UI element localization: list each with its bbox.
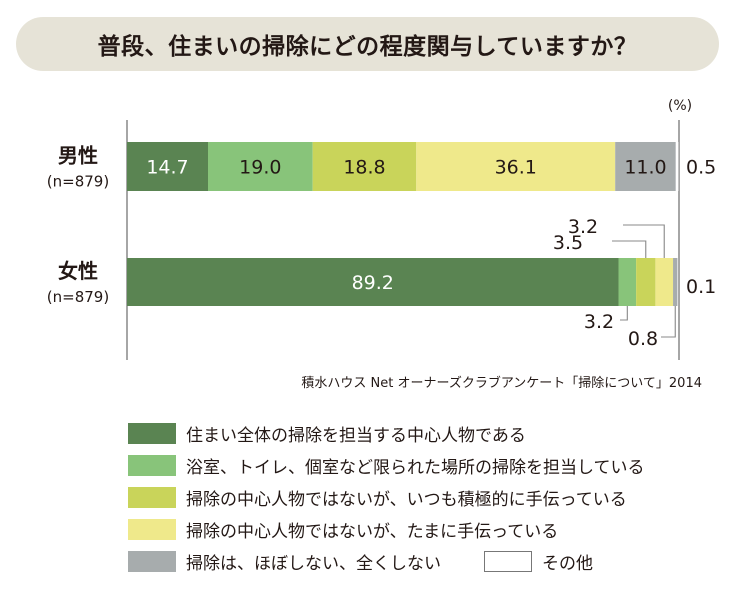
callout-line bbox=[612, 240, 647, 258]
data-label: 3.2 bbox=[584, 311, 614, 333]
callout-line bbox=[620, 306, 628, 321]
bar-segment bbox=[416, 142, 616, 191]
data-label: 3.2 bbox=[568, 216, 598, 238]
bar-segment bbox=[655, 258, 674, 306]
bar-segment bbox=[207, 142, 313, 191]
page-title: 普段、住まいの掃除にどの程度関与していますか？ bbox=[97, 34, 638, 60]
category-sample-size: (n=879) bbox=[47, 288, 109, 306]
data-label: 19.0 bbox=[239, 157, 281, 179]
category-label: 男性 bbox=[58, 144, 98, 168]
callout-line bbox=[661, 306, 676, 338]
data-label: 0.8 bbox=[628, 328, 658, 350]
data-label: 89.2 bbox=[352, 272, 394, 294]
bar-segment bbox=[677, 258, 679, 306]
data-label: 11.0 bbox=[624, 157, 666, 179]
bar-segment bbox=[127, 258, 619, 306]
data-label: 0.1 bbox=[686, 276, 716, 298]
data-label: 3.5 bbox=[553, 232, 583, 254]
bar-segment bbox=[636, 258, 656, 306]
callout-line bbox=[623, 224, 665, 258]
bar-segment bbox=[312, 142, 417, 191]
bar-segment bbox=[615, 142, 676, 191]
unit-label: (%) bbox=[668, 98, 692, 114]
bar-segment bbox=[675, 142, 679, 191]
data-label: 18.8 bbox=[343, 157, 385, 179]
data-label: 36.1 bbox=[495, 157, 537, 179]
bar-segment bbox=[673, 258, 678, 306]
title-banner: 普段、住まいの掃除にどの程度関与していますか？ bbox=[16, 17, 719, 71]
bar-segment bbox=[618, 258, 637, 306]
category-label: 女性 bbox=[58, 259, 98, 283]
bar-segment bbox=[127, 142, 208, 191]
source-note: 積水ハウス Net オーナーズクラブアンケート「掃除について」2014 bbox=[301, 375, 702, 391]
data-label: 14.7 bbox=[146, 157, 188, 179]
data-label: 0.5 bbox=[686, 157, 716, 179]
category-sample-size: (n=879) bbox=[47, 173, 109, 191]
